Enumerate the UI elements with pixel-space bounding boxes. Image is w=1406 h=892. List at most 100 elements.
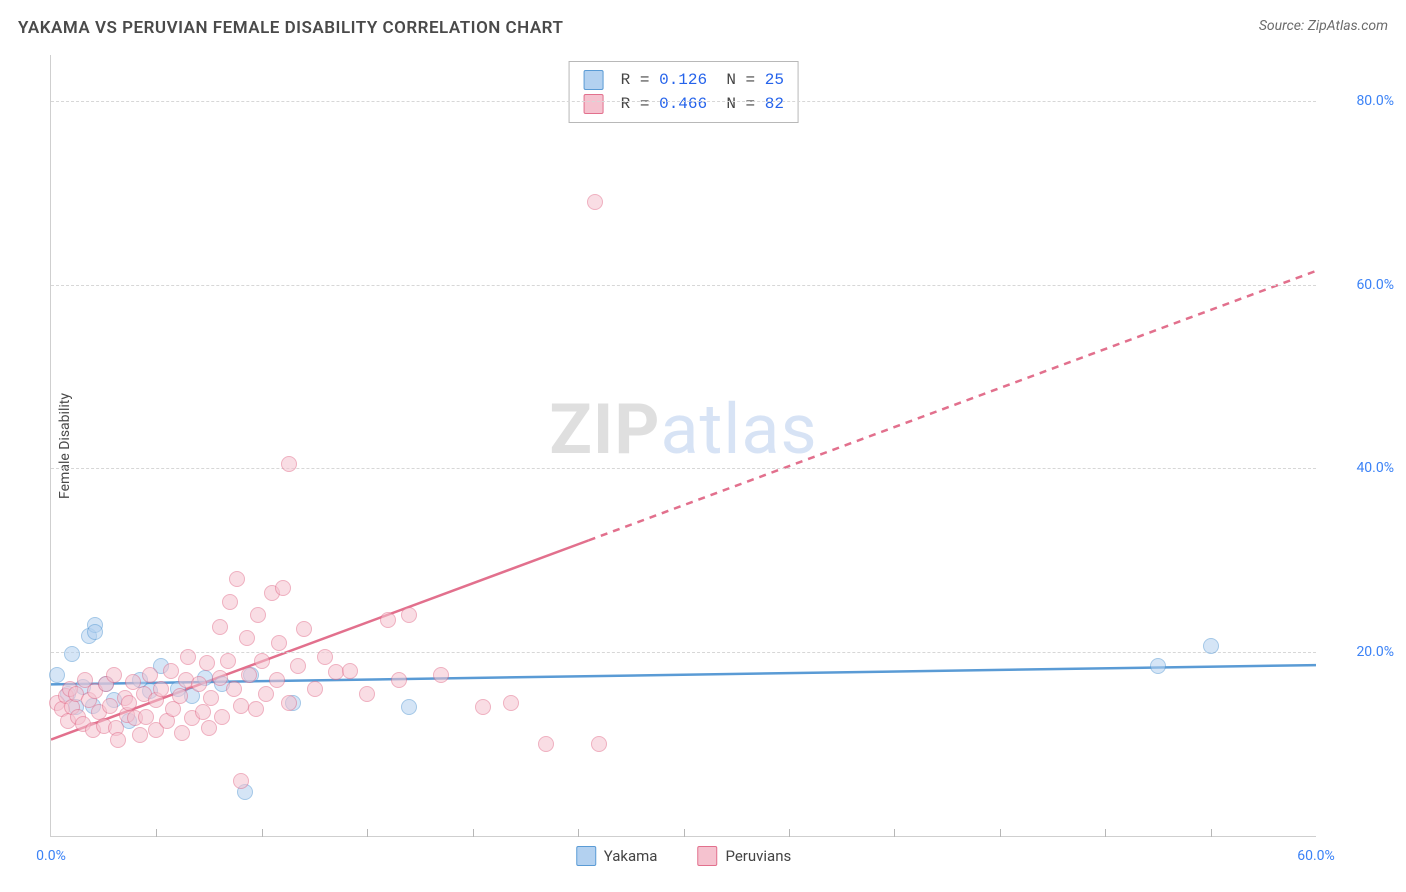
scatter-point (191, 676, 207, 692)
scatter-point (250, 607, 266, 623)
scatter-point (307, 681, 323, 697)
gridline-h (51, 652, 1316, 653)
x-tick (156, 829, 157, 837)
scatter-point (281, 695, 297, 711)
x-tick (894, 829, 895, 837)
x-tick-label: 60.0% (1297, 848, 1335, 864)
scatter-point (174, 725, 190, 741)
scatter-point (180, 649, 196, 665)
scatter-point (391, 672, 407, 688)
scatter-point (222, 594, 238, 610)
watermark: ZIPatlas (549, 389, 817, 471)
x-tick-label: 0.0% (36, 848, 66, 864)
scatter-point (475, 699, 491, 715)
scatter-point (142, 667, 158, 683)
scatter-point (271, 635, 287, 651)
scatter-point (49, 667, 65, 683)
scatter-point (380, 612, 396, 628)
gridline-h (51, 101, 1316, 102)
legend-item: Yakama (576, 846, 658, 866)
scatter-point (587, 194, 603, 210)
source-label: Source: ZipAtlas.com (1259, 18, 1388, 34)
trend-lines (51, 55, 1316, 836)
scatter-point (591, 736, 607, 752)
scatter-point (296, 621, 312, 637)
plot-area: ZIPatlas R = 0.126 N = 25 R = 0.466 N = … (50, 55, 1316, 837)
legend-stats-row: R = 0.466 N = 82 (583, 92, 784, 116)
scatter-point (212, 670, 228, 686)
scatter-point (226, 681, 242, 697)
scatter-point (153, 681, 169, 697)
legend-stats-box: R = 0.126 N = 25 R = 0.466 N = 82 (568, 61, 799, 123)
scatter-point (203, 690, 219, 706)
scatter-point (163, 663, 179, 679)
scatter-point (110, 732, 126, 748)
y-tick-label: 80.0% (1324, 93, 1394, 109)
scatter-point (248, 701, 264, 717)
x-tick (789, 829, 790, 837)
scatter-point (359, 686, 375, 702)
gridline-h (51, 285, 1316, 286)
scatter-point (538, 736, 554, 752)
legend-stats-text: R = 0.126 N = 25 (611, 68, 784, 92)
chart-container: YAKAMA VS PERUVIAN FEMALE DISABILITY COR… (0, 0, 1406, 892)
scatter-point (317, 649, 333, 665)
legend-label: Peruvians (725, 847, 791, 865)
scatter-point (239, 630, 255, 646)
chart-title: YAKAMA VS PERUVIAN FEMALE DISABILITY COR… (18, 18, 563, 38)
scatter-point (233, 773, 249, 789)
scatter-point (503, 695, 519, 711)
scatter-point (241, 667, 257, 683)
legend-swatch (576, 846, 596, 866)
legend-bottom: Yakama Peruvians (576, 846, 792, 866)
scatter-point (401, 607, 417, 623)
scatter-point (281, 456, 297, 472)
scatter-point (290, 658, 306, 674)
scatter-point (102, 698, 118, 714)
scatter-point (220, 653, 236, 669)
scatter-point (64, 646, 80, 662)
scatter-point (258, 686, 274, 702)
scatter-point (138, 709, 154, 725)
scatter-point (233, 698, 249, 714)
legend-stats-row: R = 0.126 N = 25 (583, 68, 784, 92)
scatter-point (87, 624, 103, 640)
scatter-point (433, 667, 449, 683)
scatter-point (1150, 658, 1166, 674)
scatter-point (199, 655, 215, 671)
legend-item: Peruvians (697, 846, 791, 866)
scatter-point (132, 727, 148, 743)
y-tick-label: 40.0% (1324, 460, 1394, 476)
scatter-point (328, 664, 344, 680)
legend-swatch (583, 94, 603, 114)
scatter-point (195, 704, 211, 720)
scatter-point (201, 720, 217, 736)
gridline-h (51, 468, 1316, 469)
scatter-point (229, 571, 245, 587)
scatter-point (172, 688, 188, 704)
x-tick (1000, 829, 1001, 837)
scatter-point (212, 619, 228, 635)
scatter-point (106, 667, 122, 683)
legend-swatch (583, 70, 603, 90)
x-tick (473, 829, 474, 837)
watermark-part2: atlas (660, 389, 817, 471)
scatter-point (401, 699, 417, 715)
y-tick-label: 60.0% (1324, 277, 1394, 293)
x-tick (262, 829, 263, 837)
x-tick (1105, 829, 1106, 837)
legend-swatch (697, 846, 717, 866)
scatter-point (1203, 638, 1219, 654)
scatter-point (342, 663, 358, 679)
x-tick (367, 829, 368, 837)
x-tick (684, 829, 685, 837)
scatter-point (275, 580, 291, 596)
legend-stats-text: R = 0.466 N = 82 (611, 92, 784, 116)
legend-label: Yakama (604, 847, 658, 865)
scatter-point (254, 653, 270, 669)
scatter-point (214, 709, 230, 725)
y-tick-label: 20.0% (1324, 644, 1394, 660)
x-tick (578, 829, 579, 837)
scatter-point (121, 695, 137, 711)
watermark-part1: ZIP (549, 389, 660, 471)
